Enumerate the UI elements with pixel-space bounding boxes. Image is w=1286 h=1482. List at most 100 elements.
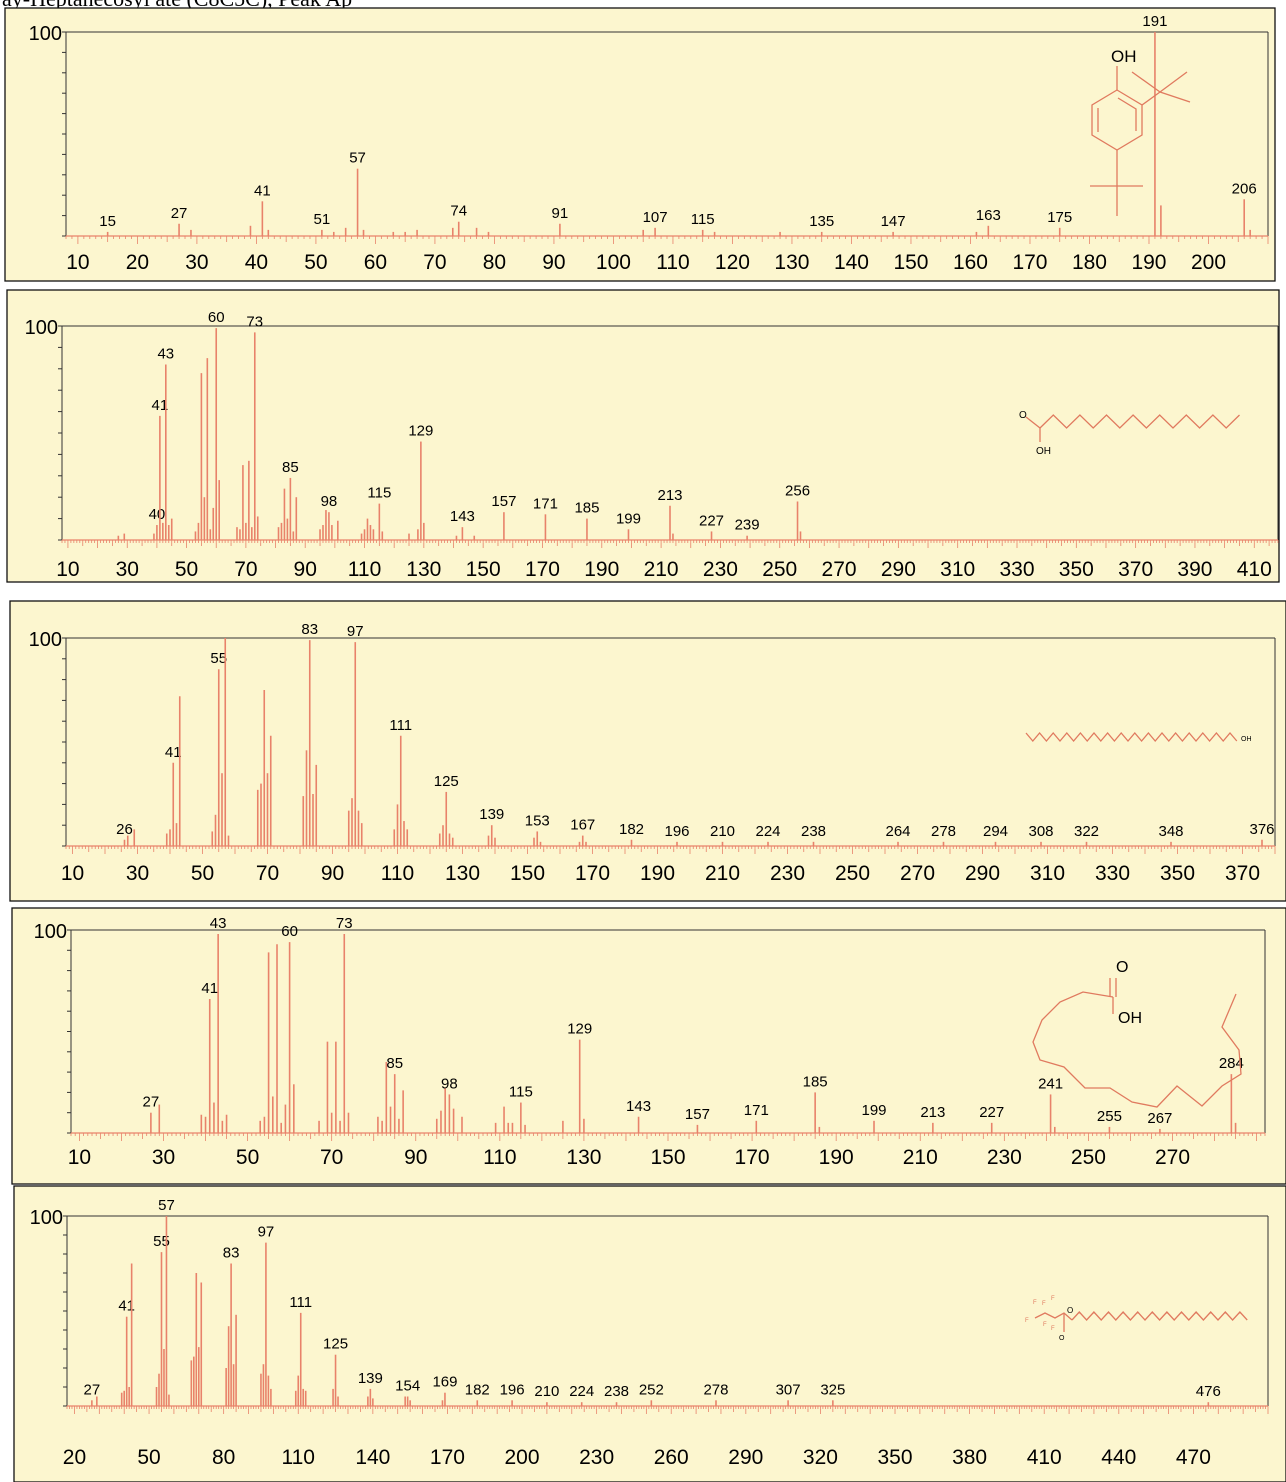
peak-label: 169 bbox=[432, 1374, 457, 1391]
peak-label: 143 bbox=[626, 1098, 651, 1115]
x-tick-label: 180 bbox=[1072, 251, 1107, 274]
x-tick-label: 30 bbox=[152, 1146, 175, 1169]
fluoroalkyl-chain bbox=[1034, 1312, 1073, 1321]
peak-label: 171 bbox=[533, 495, 558, 512]
x-tick-label: 80 bbox=[483, 251, 506, 274]
peak-label: 139 bbox=[358, 1370, 383, 1387]
peak-label: 284 bbox=[1219, 1055, 1244, 1072]
peak-label: 60 bbox=[281, 923, 298, 940]
x-tick-label: 170 bbox=[575, 862, 610, 885]
peak-label: 115 bbox=[509, 1084, 533, 1101]
x-tick-label: 230 bbox=[703, 558, 738, 581]
alkyl-chain bbox=[1039, 414, 1240, 429]
peak-label: 278 bbox=[931, 823, 956, 840]
x-tick-label: 90 bbox=[404, 1146, 427, 1169]
fluorine-label: F bbox=[1042, 1301, 1046, 1307]
x-tick-label: 270 bbox=[822, 558, 857, 581]
x-tick-label: 380 bbox=[952, 1446, 987, 1469]
ring-double-bond bbox=[1117, 97, 1137, 131]
fluorine-label: F bbox=[1051, 1296, 1055, 1302]
x-tick-label: 440 bbox=[1101, 1446, 1136, 1469]
x-tick-label: 150 bbox=[466, 558, 501, 581]
peak-label: 40 bbox=[149, 506, 166, 523]
panel-frame bbox=[11, 907, 1286, 1185]
peak-label: 376 bbox=[1249, 821, 1274, 838]
peak-label: 325 bbox=[820, 1381, 845, 1398]
peak-label: 111 bbox=[389, 717, 412, 734]
x-tick-label: 70 bbox=[234, 558, 257, 581]
peak-label: 227 bbox=[699, 512, 724, 529]
peak-label: 182 bbox=[465, 1381, 490, 1398]
x-tick-label: 320 bbox=[803, 1446, 838, 1469]
peak-label: 267 bbox=[1147, 1110, 1172, 1127]
x-tick-label: 10 bbox=[56, 558, 79, 581]
peak-label: 107 bbox=[643, 209, 668, 226]
x-tick-label: 150 bbox=[893, 251, 928, 274]
peak-label: 163 bbox=[976, 207, 1001, 224]
carbonyl-label: O bbox=[1116, 959, 1128, 976]
peak-label: 139 bbox=[479, 806, 504, 823]
peak-label: 196 bbox=[500, 1381, 525, 1398]
y-max-label: 100 bbox=[25, 317, 58, 339]
x-tick-label: 330 bbox=[1095, 862, 1130, 885]
x-tick-label: 130 bbox=[774, 251, 809, 274]
x-tick-label: 50 bbox=[137, 1446, 160, 1469]
x-tick-label: 200 bbox=[505, 1446, 540, 1469]
peak-label: 98 bbox=[441, 1075, 458, 1092]
x-tick-label: 20 bbox=[63, 1446, 86, 1469]
x-tick-label: 110 bbox=[348, 558, 381, 581]
carbonyl-bond bbox=[1025, 416, 1041, 429]
x-tick-label: 370 bbox=[1225, 862, 1260, 885]
peak-label: 239 bbox=[735, 517, 760, 534]
x-tick-label: 150 bbox=[650, 1146, 685, 1169]
peak-label: 241 bbox=[1038, 1075, 1063, 1092]
peak-label: 15 bbox=[99, 213, 116, 230]
ester-oxygen-label: O bbox=[1067, 1306, 1073, 1315]
y-max-label: 100 bbox=[30, 1207, 63, 1229]
spectrum-panel-3: 100 10 30 50 70 90 110 130 150 170 190 210 230 250 270… bbox=[9, 600, 1286, 902]
y-max-label: 100 bbox=[29, 629, 62, 651]
peak-label: 129 bbox=[408, 423, 433, 440]
x-tick-label: 410 bbox=[1237, 558, 1272, 581]
peak-label: 153 bbox=[525, 812, 550, 829]
peak-label: 264 bbox=[885, 823, 910, 840]
peak-label: 224 bbox=[569, 1383, 594, 1400]
peak-label: 227 bbox=[979, 1104, 1004, 1121]
peak-label: 294 bbox=[983, 823, 1008, 840]
fluorine-label: F bbox=[1043, 1322, 1047, 1328]
page-title: ay-Heptanecosyl ate (C8C5C), Peak Ap bbox=[2, 0, 352, 12]
x-tick-label: 160 bbox=[953, 251, 988, 274]
carbonyl-label: O bbox=[1059, 1335, 1065, 1342]
x-tick-label: 130 bbox=[406, 558, 441, 581]
x-tick-label: 230 bbox=[987, 1146, 1022, 1169]
hydroxyl-label: OH bbox=[1036, 446, 1051, 457]
peak-label: 98 bbox=[321, 493, 338, 510]
x-tick-label: 310 bbox=[940, 558, 975, 581]
peak-label: 41 bbox=[254, 182, 271, 199]
peak-label: 210 bbox=[534, 1383, 559, 1400]
peak-label: 157 bbox=[491, 493, 516, 510]
x-tick-label: 170 bbox=[525, 558, 560, 581]
x-tick-label: 350 bbox=[1160, 862, 1195, 885]
x-tick-label: 190 bbox=[584, 558, 619, 581]
peak-label: 191 bbox=[1142, 13, 1167, 30]
peak-label: 97 bbox=[347, 623, 364, 640]
x-tick-label: 110 bbox=[282, 1446, 315, 1469]
peak-label: 185 bbox=[803, 1073, 828, 1090]
panel-frame bbox=[4, 7, 1276, 282]
peak-label: 278 bbox=[703, 1381, 728, 1398]
tbutyl-methyl bbox=[1159, 91, 1191, 103]
x-tick-label: 170 bbox=[735, 1146, 770, 1169]
x-tick-label: 30 bbox=[185, 251, 208, 274]
x-tick-label: 50 bbox=[236, 1146, 259, 1169]
spectrum-panel-2: 100 10 30 50 70 90 110 130 150 170 190 210 230 250 270… bbox=[6, 289, 1280, 583]
peak-label: 213 bbox=[657, 487, 682, 504]
peak-label: 27 bbox=[84, 1381, 101, 1398]
x-tick-label: 50 bbox=[175, 558, 198, 581]
spectrum-panel-5: 100 20 50 80 110 140 170 200 230 260 290 320 350 380 4… bbox=[13, 1185, 1286, 1482]
peak-label: 57 bbox=[158, 1197, 175, 1214]
spectrum-panel-4: 100 10 30 50 70 90 110 130 150 170 190 210 230 250 270… bbox=[11, 907, 1286, 1185]
panel-frame bbox=[9, 600, 1286, 902]
peak-label: 83 bbox=[223, 1245, 240, 1262]
